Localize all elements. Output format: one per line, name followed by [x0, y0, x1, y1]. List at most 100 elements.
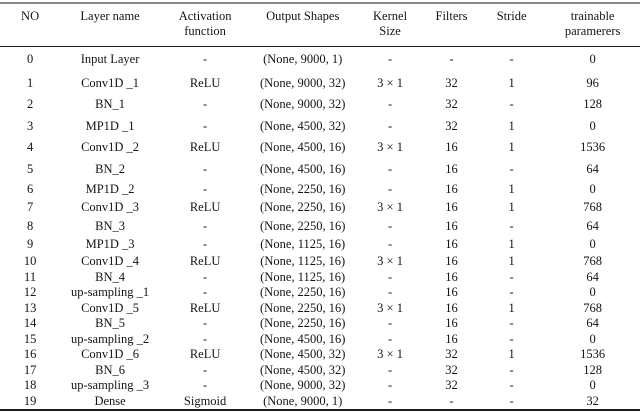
cell-kernel-size: -	[387, 161, 393, 176]
cell-kernel-size: 3 × 1	[377, 200, 403, 215]
cell-trainable-parameters: 96	[586, 75, 599, 90]
cell-stride: 1	[508, 347, 515, 362]
cell-no: 19	[23, 393, 37, 408]
cell-output-shapes: (None, 9000, 1)	[263, 52, 343, 67]
cell-trainable-parameters: 0	[589, 331, 596, 346]
cell-kernel-size: 3 × 1	[377, 140, 403, 155]
cell-filters: 16	[445, 254, 458, 269]
cell-activation-function: -	[203, 181, 208, 196]
cell-output-shapes: (None, 9000, 1)	[263, 393, 343, 408]
cell-no: 10	[23, 254, 37, 269]
cell-stride: 1	[508, 237, 515, 252]
cell-stride: -	[509, 97, 514, 112]
cell-trainable-parameters: 0	[589, 378, 596, 393]
cell-kernel-size: 3 × 1	[377, 347, 403, 362]
cell-output-shapes: (None, 9000, 32)	[259, 97, 346, 112]
cell-output-shapes: (None, 4500, 16)	[259, 331, 346, 346]
cell-trainable-parameters: 128	[583, 362, 602, 377]
cell-filters: 16	[445, 200, 458, 215]
cell-kernel-size: 3 × 1	[377, 75, 403, 90]
cell-activation-function: -	[203, 269, 208, 284]
cell-no: 5	[26, 161, 34, 176]
cell-kernel-size: -	[387, 181, 393, 196]
cell-no: 17	[23, 362, 37, 377]
cell-layer-name: BN_6	[95, 362, 125, 377]
cell-kernel-size: -	[387, 316, 393, 331]
cell-stride: 1	[508, 181, 515, 196]
cell-activation-function: Sigmoid	[183, 393, 227, 408]
cell-filters: 16	[445, 237, 458, 252]
cell-activation-function: -	[203, 52, 208, 67]
table-row: 10 Conv1D _4 ReLU (None, 1125, 16) 3 × 1 16 1 7…	[0, 254, 640, 270]
cell-activation-function: -	[203, 378, 208, 393]
cell-layer-name: MP1D _1	[85, 118, 135, 133]
cell-output-shapes: (None, 4500, 32)	[259, 118, 346, 133]
cell-activation-function: -	[203, 362, 208, 377]
cell-trainable-parameters: 64	[586, 269, 599, 284]
table-row: 8 BN_3 - (None, 2250, 16) - 16 - 64	[0, 217, 640, 236]
cell-no: 4	[26, 140, 34, 155]
cell-filters: 32	[445, 97, 458, 112]
cell-filters: 32	[445, 362, 458, 377]
cell-layer-name: up-sampling _3	[71, 378, 150, 393]
cell-activation-function: ReLU	[189, 254, 221, 269]
cell-activation-function: ReLU	[189, 140, 221, 155]
cell-output-shapes: (None, 2250, 16)	[259, 285, 346, 300]
table-row: 16 Conv1D _6 ReLU (None, 4500, 32) 3 × 1 32 1 1…	[0, 347, 640, 363]
cell-output-shapes: (None, 2250, 16)	[259, 218, 346, 233]
cell-layer-name: Conv1D _1	[81, 75, 140, 90]
cell-layer-name: Input Layer	[80, 52, 140, 67]
cell-kernel-size: 3 × 1	[377, 300, 403, 315]
table-row: 0 Input Layer - (None, 9000, 1) - - - 0	[0, 47, 640, 73]
cell-stride: -	[509, 362, 514, 377]
cell-stride: 1	[508, 75, 515, 90]
cell-no: 9	[26, 237, 34, 252]
cell-activation-function: -	[203, 97, 208, 112]
column-header-filters: Filters	[425, 3, 478, 47]
cell-filters: 32	[445, 118, 458, 133]
cell-layer-name: up-sampling _2	[71, 331, 150, 346]
cell-no: 1	[26, 75, 34, 90]
cell-no: 15	[23, 331, 37, 346]
cell-stride: -	[509, 378, 514, 393]
cell-layer-name: BN_1	[95, 97, 125, 112]
cell-layer-name: Conv1D _4	[81, 254, 140, 269]
cell-trainable-parameters: 64	[586, 316, 599, 331]
cell-layer-name: BN_5	[95, 316, 125, 331]
table-row: 5 BN_2 - (None, 4500, 16) - 16 - 64	[0, 159, 640, 181]
cell-stride: -	[509, 269, 514, 284]
cell-filters: 16	[445, 300, 458, 315]
table-row: 6 MP1D _2 - (None, 2250, 16) - 16 1 0	[0, 180, 640, 199]
table-row: 15 up-sampling _2 - (None, 4500, 16) - 16 - 0	[0, 332, 640, 348]
cell-layer-name: Conv1D _5	[81, 300, 140, 315]
cell-activation-function: -	[203, 316, 208, 331]
cell-layer-name: MP1D _2	[85, 181, 135, 196]
cell-trainable-parameters: 768	[583, 254, 602, 269]
table-row: 3 MP1D _1 - (None, 4500, 32) - 32 1 0	[0, 116, 640, 138]
cell-output-shapes: (None, 4500, 32)	[259, 347, 346, 362]
table-row: 14 BN_5 - (None, 2250, 16) - 16 - 64	[0, 316, 640, 332]
cell-filters: -	[449, 52, 454, 67]
column-header-no: NO	[0, 3, 60, 47]
cell-filters: 32	[445, 75, 458, 90]
cell-activation-function: -	[203, 237, 208, 252]
column-header-label: Layer name	[80, 9, 140, 23]
cell-layer-name: BN_4	[95, 269, 125, 284]
cell-activation-function: ReLU	[189, 347, 221, 362]
column-header-layer-name: Layer name	[60, 3, 160, 47]
cell-no: 7	[26, 200, 34, 215]
cell-trainable-parameters: 768	[583, 300, 602, 315]
cell-no: 8	[26, 218, 34, 233]
table-row: 19 Dense Sigmoid (None, 9000, 1) - - - 32	[0, 394, 640, 410]
cell-trainable-parameters: 0	[589, 118, 596, 133]
cell-output-shapes: (None, 4500, 32)	[259, 362, 346, 377]
cell-output-shapes: (None, 2250, 16)	[259, 316, 346, 331]
column-header-activation-function: Activation function	[160, 3, 250, 47]
column-header-trainable-parameters: trainable paramerers	[545, 3, 640, 47]
column-header-label: Kernel	[373, 9, 408, 23]
cell-layer-name: Conv1D _2	[81, 140, 140, 155]
cell-activation-function: -	[203, 331, 208, 346]
table-row: 7 Conv1D _3 ReLU (None, 2250, 16) 3 × 1 16 1 76…	[0, 199, 640, 218]
cell-filters: 16	[445, 331, 458, 346]
